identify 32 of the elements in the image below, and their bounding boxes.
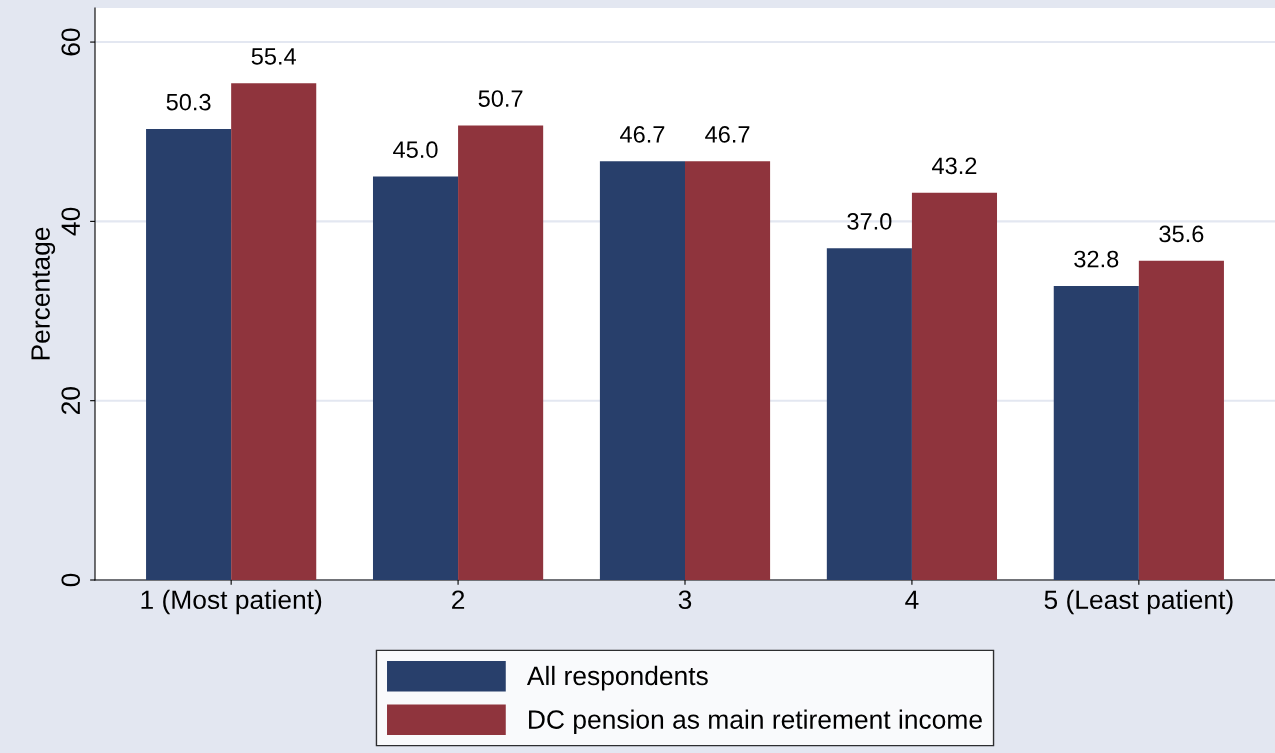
text: 46.7 xyxy=(705,126,750,143)
bar xyxy=(1053,285,1139,580)
y-tick-label: 20 xyxy=(61,387,81,415)
text: 46.7 xyxy=(620,126,665,143)
text: 35.6 xyxy=(1159,225,1204,243)
x-tick-label: 5 (Least patient) xyxy=(1044,589,1233,615)
y-tick-label: 60 xyxy=(61,28,81,56)
legend-label: DC pension as main retirement income xyxy=(529,709,982,735)
bar xyxy=(599,161,685,580)
x-tick-label: 3 xyxy=(678,590,692,610)
bar xyxy=(146,129,232,580)
text: 32.8 xyxy=(1074,250,1119,268)
bar xyxy=(231,83,317,580)
y-tick-label: 0 xyxy=(61,573,81,587)
bar xyxy=(372,176,459,580)
text: 37.0 xyxy=(847,213,892,230)
bar xyxy=(826,248,912,580)
text: 50.7 xyxy=(478,90,523,107)
bar xyxy=(911,192,998,580)
text: 43.2 xyxy=(932,157,977,175)
y-tick-label: 40 xyxy=(61,207,81,236)
x-tick-label: 2 xyxy=(452,590,465,609)
bar xyxy=(685,161,771,580)
x-tick-label: 4 xyxy=(905,590,919,609)
legend-label: All respondents xyxy=(526,665,708,691)
bar xyxy=(1138,260,1224,580)
text: 50.3 xyxy=(166,93,211,111)
text: 45.0 xyxy=(393,141,438,158)
x-tick-label: 1 (Most patient) xyxy=(141,589,322,615)
y-axis-title: Percentage xyxy=(31,227,56,360)
bar xyxy=(458,125,544,580)
text: 55.4 xyxy=(251,48,296,65)
